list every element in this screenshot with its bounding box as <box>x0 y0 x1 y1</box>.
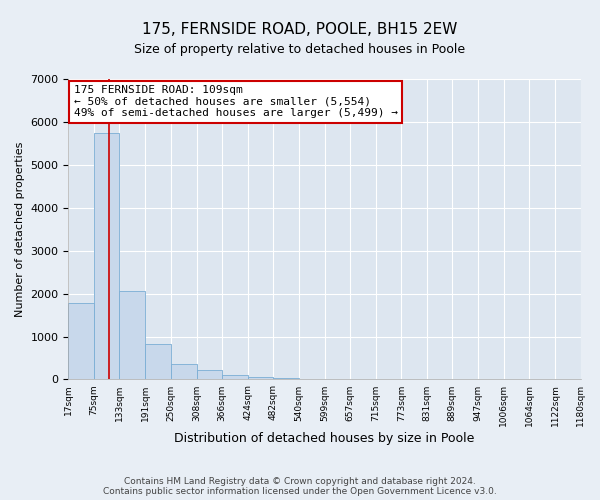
Y-axis label: Number of detached properties: Number of detached properties <box>15 142 25 317</box>
Text: Size of property relative to detached houses in Poole: Size of property relative to detached ho… <box>134 42 466 56</box>
Text: Contains public sector information licensed under the Open Government Licence v3: Contains public sector information licen… <box>103 487 497 496</box>
Bar <box>197 370 222 380</box>
Bar <box>68 303 94 380</box>
Bar <box>222 375 248 380</box>
Text: 175 FERNSIDE ROAD: 109sqm
← 50% of detached houses are smaller (5,554)
49% of se: 175 FERNSIDE ROAD: 109sqm ← 50% of detac… <box>74 85 398 118</box>
Bar <box>273 378 299 380</box>
Bar <box>94 132 119 380</box>
Text: Contains HM Land Registry data © Crown copyright and database right 2024.: Contains HM Land Registry data © Crown c… <box>124 477 476 486</box>
Bar <box>171 364 197 380</box>
Text: 175, FERNSIDE ROAD, POOLE, BH15 2EW: 175, FERNSIDE ROAD, POOLE, BH15 2EW <box>142 22 458 38</box>
X-axis label: Distribution of detached houses by size in Poole: Distribution of detached houses by size … <box>174 432 475 445</box>
Bar <box>145 344 171 380</box>
Bar <box>119 291 145 380</box>
Bar <box>248 377 273 380</box>
